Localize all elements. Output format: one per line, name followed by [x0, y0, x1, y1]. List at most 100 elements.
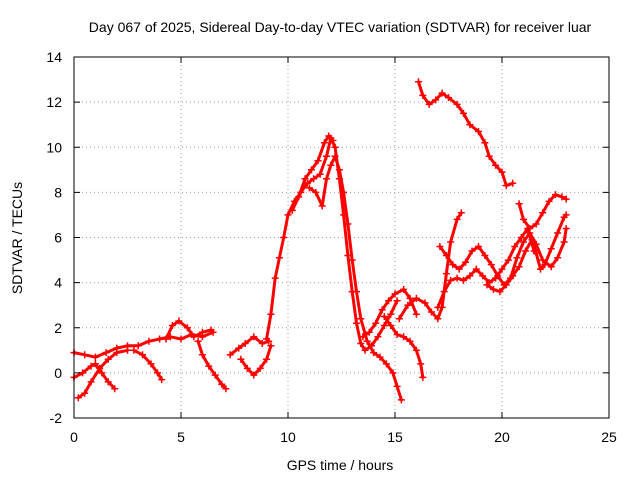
data-point: [190, 333, 198, 341]
data-point: [310, 175, 318, 183]
data-point: [284, 211, 292, 219]
data-point: [207, 326, 215, 334]
data-point: [267, 342, 275, 350]
data-point: [323, 175, 330, 183]
data-point: [139, 351, 146, 359]
chart-title: Day 067 of 2025, Sidereal Day-to-day VTE…: [89, 19, 592, 35]
data-point: [502, 281, 510, 289]
y-tick-label: -2: [50, 410, 63, 426]
data-point: [380, 322, 388, 329]
data-point: [156, 335, 164, 343]
data-point: [400, 333, 408, 341]
data-point: [344, 220, 352, 228]
data-point: [552, 191, 559, 199]
data-point: [365, 328, 373, 336]
data-point: [323, 152, 330, 160]
data-point: [218, 380, 226, 388]
data-point: [417, 360, 425, 368]
data-point: [258, 340, 266, 347]
data-point: [312, 188, 320, 196]
data-point: [457, 209, 465, 217]
data-point: [241, 340, 249, 347]
data-point: [393, 331, 401, 338]
data-point: [455, 265, 463, 273]
data-point: [475, 128, 482, 135]
data-point: [483, 281, 491, 289]
data-point: [295, 193, 303, 201]
data-point: [331, 152, 339, 160]
data-point: [271, 274, 279, 282]
data-point: [438, 89, 446, 97]
data-point: [87, 378, 95, 386]
data-point: [198, 328, 206, 336]
series-line: [417, 80, 515, 188]
data-point: [472, 265, 480, 273]
y-axis-label: SDTVAR / TECUs: [9, 182, 25, 294]
data-point: [425, 100, 433, 108]
data-point: [374, 333, 382, 341]
x-tick-label: 5: [177, 429, 185, 445]
data-point: [363, 337, 371, 345]
y-tick-label: 0: [54, 365, 62, 381]
data-point: [301, 175, 309, 183]
data-point: [509, 179, 517, 187]
data-point: [382, 360, 390, 368]
data-point: [91, 360, 99, 368]
y-tick-label: 14: [46, 49, 62, 65]
data-point: [158, 376, 166, 384]
data-point: [515, 200, 523, 208]
data-point: [325, 132, 333, 140]
data-point: [104, 355, 112, 363]
data-point: [380, 313, 388, 320]
data-point: [353, 288, 360, 296]
data-point: [502, 182, 510, 190]
data-point: [198, 351, 206, 359]
data-point: [235, 344, 243, 352]
data-point: [250, 371, 258, 379]
data-point: [447, 238, 455, 246]
data-point: [130, 346, 138, 354]
data-point: [335, 166, 343, 174]
y-tick-label: 12: [46, 94, 62, 110]
data-point: [496, 288, 504, 296]
data-point: [162, 335, 170, 343]
data-point: [387, 310, 395, 318]
series-track-13: [380, 313, 427, 381]
data-point: [554, 229, 562, 237]
data-point: [237, 355, 245, 363]
data-point: [489, 285, 497, 293]
data-point: [400, 285, 408, 293]
data-point: [419, 91, 427, 99]
data-point: [547, 263, 555, 271]
data-point: [419, 373, 427, 381]
data-point: [393, 382, 401, 390]
data-point: [370, 349, 378, 357]
data-point: [205, 362, 213, 370]
data-point: [79, 369, 87, 377]
data-point: [288, 206, 296, 214]
data-point: [442, 270, 450, 278]
data-point: [541, 261, 549, 269]
data-point: [515, 263, 523, 271]
data-point: [320, 139, 328, 147]
data-point: [393, 297, 401, 305]
data-point: [445, 94, 452, 102]
data-point: [432, 96, 440, 104]
data-point: [250, 333, 258, 341]
data-point: [361, 346, 369, 354]
data-point: [389, 369, 397, 377]
data-point: [357, 315, 365, 323]
data-point: [466, 121, 474, 129]
series-track-12: [359, 285, 420, 341]
data-point: [340, 188, 348, 196]
data-point: [421, 299, 429, 307]
data-point: [145, 337, 153, 345]
data-point: [104, 378, 112, 386]
data-series: [70, 78, 570, 404]
data-point: [466, 272, 474, 280]
data-point: [387, 322, 395, 329]
data-point: [453, 215, 461, 223]
x-tick-label: 20: [494, 429, 510, 445]
data-point: [113, 349, 121, 357]
data-point: [532, 220, 540, 228]
